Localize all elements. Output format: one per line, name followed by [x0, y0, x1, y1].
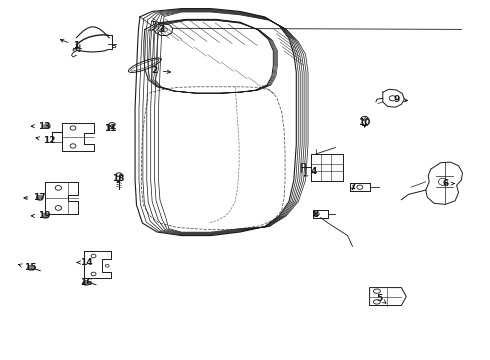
Text: 3: 3 [153, 21, 165, 34]
Ellipse shape [37, 195, 43, 200]
Text: 2: 2 [151, 66, 171, 75]
Text: 15: 15 [18, 264, 36, 273]
Text: 11: 11 [104, 123, 117, 132]
Text: 10: 10 [359, 118, 371, 127]
Text: 1: 1 [60, 39, 79, 50]
Text: 19: 19 [31, 211, 51, 220]
Text: 9: 9 [393, 95, 408, 104]
Text: 16: 16 [80, 278, 93, 287]
Ellipse shape [44, 124, 50, 129]
Text: 12: 12 [36, 136, 56, 145]
Text: 4: 4 [304, 167, 317, 176]
Ellipse shape [43, 213, 49, 218]
Text: 13: 13 [31, 122, 51, 131]
Ellipse shape [83, 280, 89, 285]
Text: 7: 7 [349, 183, 356, 192]
Text: 18: 18 [112, 174, 124, 183]
Text: 17: 17 [24, 193, 46, 202]
Ellipse shape [28, 265, 35, 270]
Text: 6: 6 [442, 179, 454, 188]
Text: 5: 5 [376, 294, 386, 303]
Text: 8: 8 [313, 210, 319, 219]
Text: 14: 14 [77, 258, 93, 267]
